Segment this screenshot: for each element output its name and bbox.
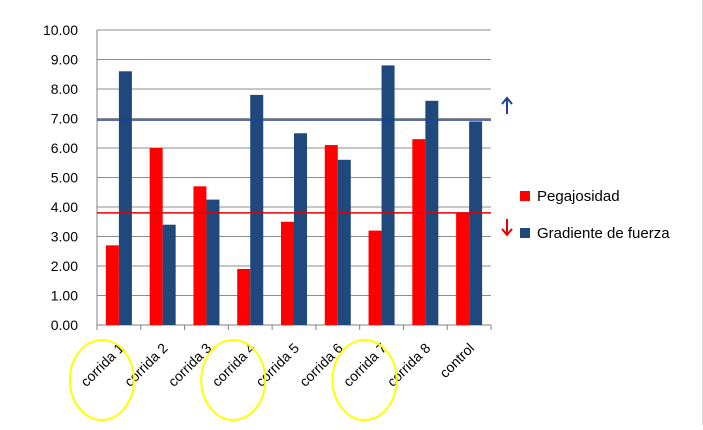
bars — [105, 65, 483, 326]
y-tick-label: 5.00 — [51, 170, 78, 186]
bar-pegajosidad-9 — [456, 212, 470, 325]
x-tick-label: corrida 2 — [121, 340, 171, 390]
x-tick-label: control — [436, 340, 477, 381]
x-tick-label: corrida 5 — [252, 340, 302, 390]
legend-label: Pegajosidad — [537, 188, 620, 205]
y-axis-tick-labels: 0.00 1.00 2.00 3.00 4.00 5.00 6.00 7.00 8.00 9.00… — [43, 22, 78, 333]
bar-pegajosidad-7 — [368, 230, 382, 325]
bar-gradiente-9 — [469, 121, 483, 325]
y-tick-label: 0.00 — [51, 317, 78, 333]
y-tick-label: 2.00 — [51, 258, 78, 274]
bar-gradiente-3 — [206, 199, 220, 325]
highlight-circle — [68, 339, 135, 421]
legend-swatch — [520, 228, 530, 238]
bar-gradiente-5 — [294, 133, 307, 325]
bar-pegajosidad-6 — [324, 145, 338, 325]
bar-pegajosidad-3 — [193, 186, 207, 325]
arrow-down-head-icon — [501, 228, 513, 237]
reference-lines — [97, 96, 513, 237]
y-tick-label: 4.00 — [51, 199, 78, 215]
y-tick-label: 3.00 — [51, 229, 78, 245]
bar-gradiente-4 — [250, 94, 264, 326]
y-tick-label: 1.00 — [51, 288, 78, 304]
y-tick-label: 7.00 — [51, 111, 78, 127]
y-tick-label: 9.00 — [51, 52, 78, 68]
highlight-circle — [200, 339, 267, 421]
x-tick-label: corrida 3 — [165, 340, 215, 390]
legend-label: Gradiente de fuerza — [537, 225, 670, 242]
bar-gradiente-1 — [118, 71, 132, 325]
y-tick-label: 8.00 — [51, 81, 78, 97]
bar-gradiente-2 — [162, 224, 176, 325]
bar-gradiente-6 — [337, 159, 351, 325]
highlight-circles — [68, 339, 398, 421]
legend: Pegajosidad Gradiente de fuerza — [520, 188, 670, 242]
x-tick-label: corrida 8 — [384, 340, 434, 390]
legend-swatch — [520, 191, 530, 201]
bar-pegajosidad-5 — [281, 221, 294, 325]
arrow-up-head-icon — [501, 96, 513, 105]
bar-pegajosidad-8 — [412, 139, 426, 325]
highlight-circle — [331, 339, 398, 421]
bar-pegajosidad-1 — [105, 245, 119, 325]
x-tick-label: corrida 6 — [296, 340, 346, 390]
y-tick-label: 10.00 — [43, 22, 78, 38]
y-tick-label: 6.00 — [51, 140, 78, 156]
bar-pegajosidad-4 — [237, 268, 251, 325]
bar-pegajosidad-2 — [149, 148, 163, 325]
bar-gradiente-7 — [381, 65, 395, 326]
